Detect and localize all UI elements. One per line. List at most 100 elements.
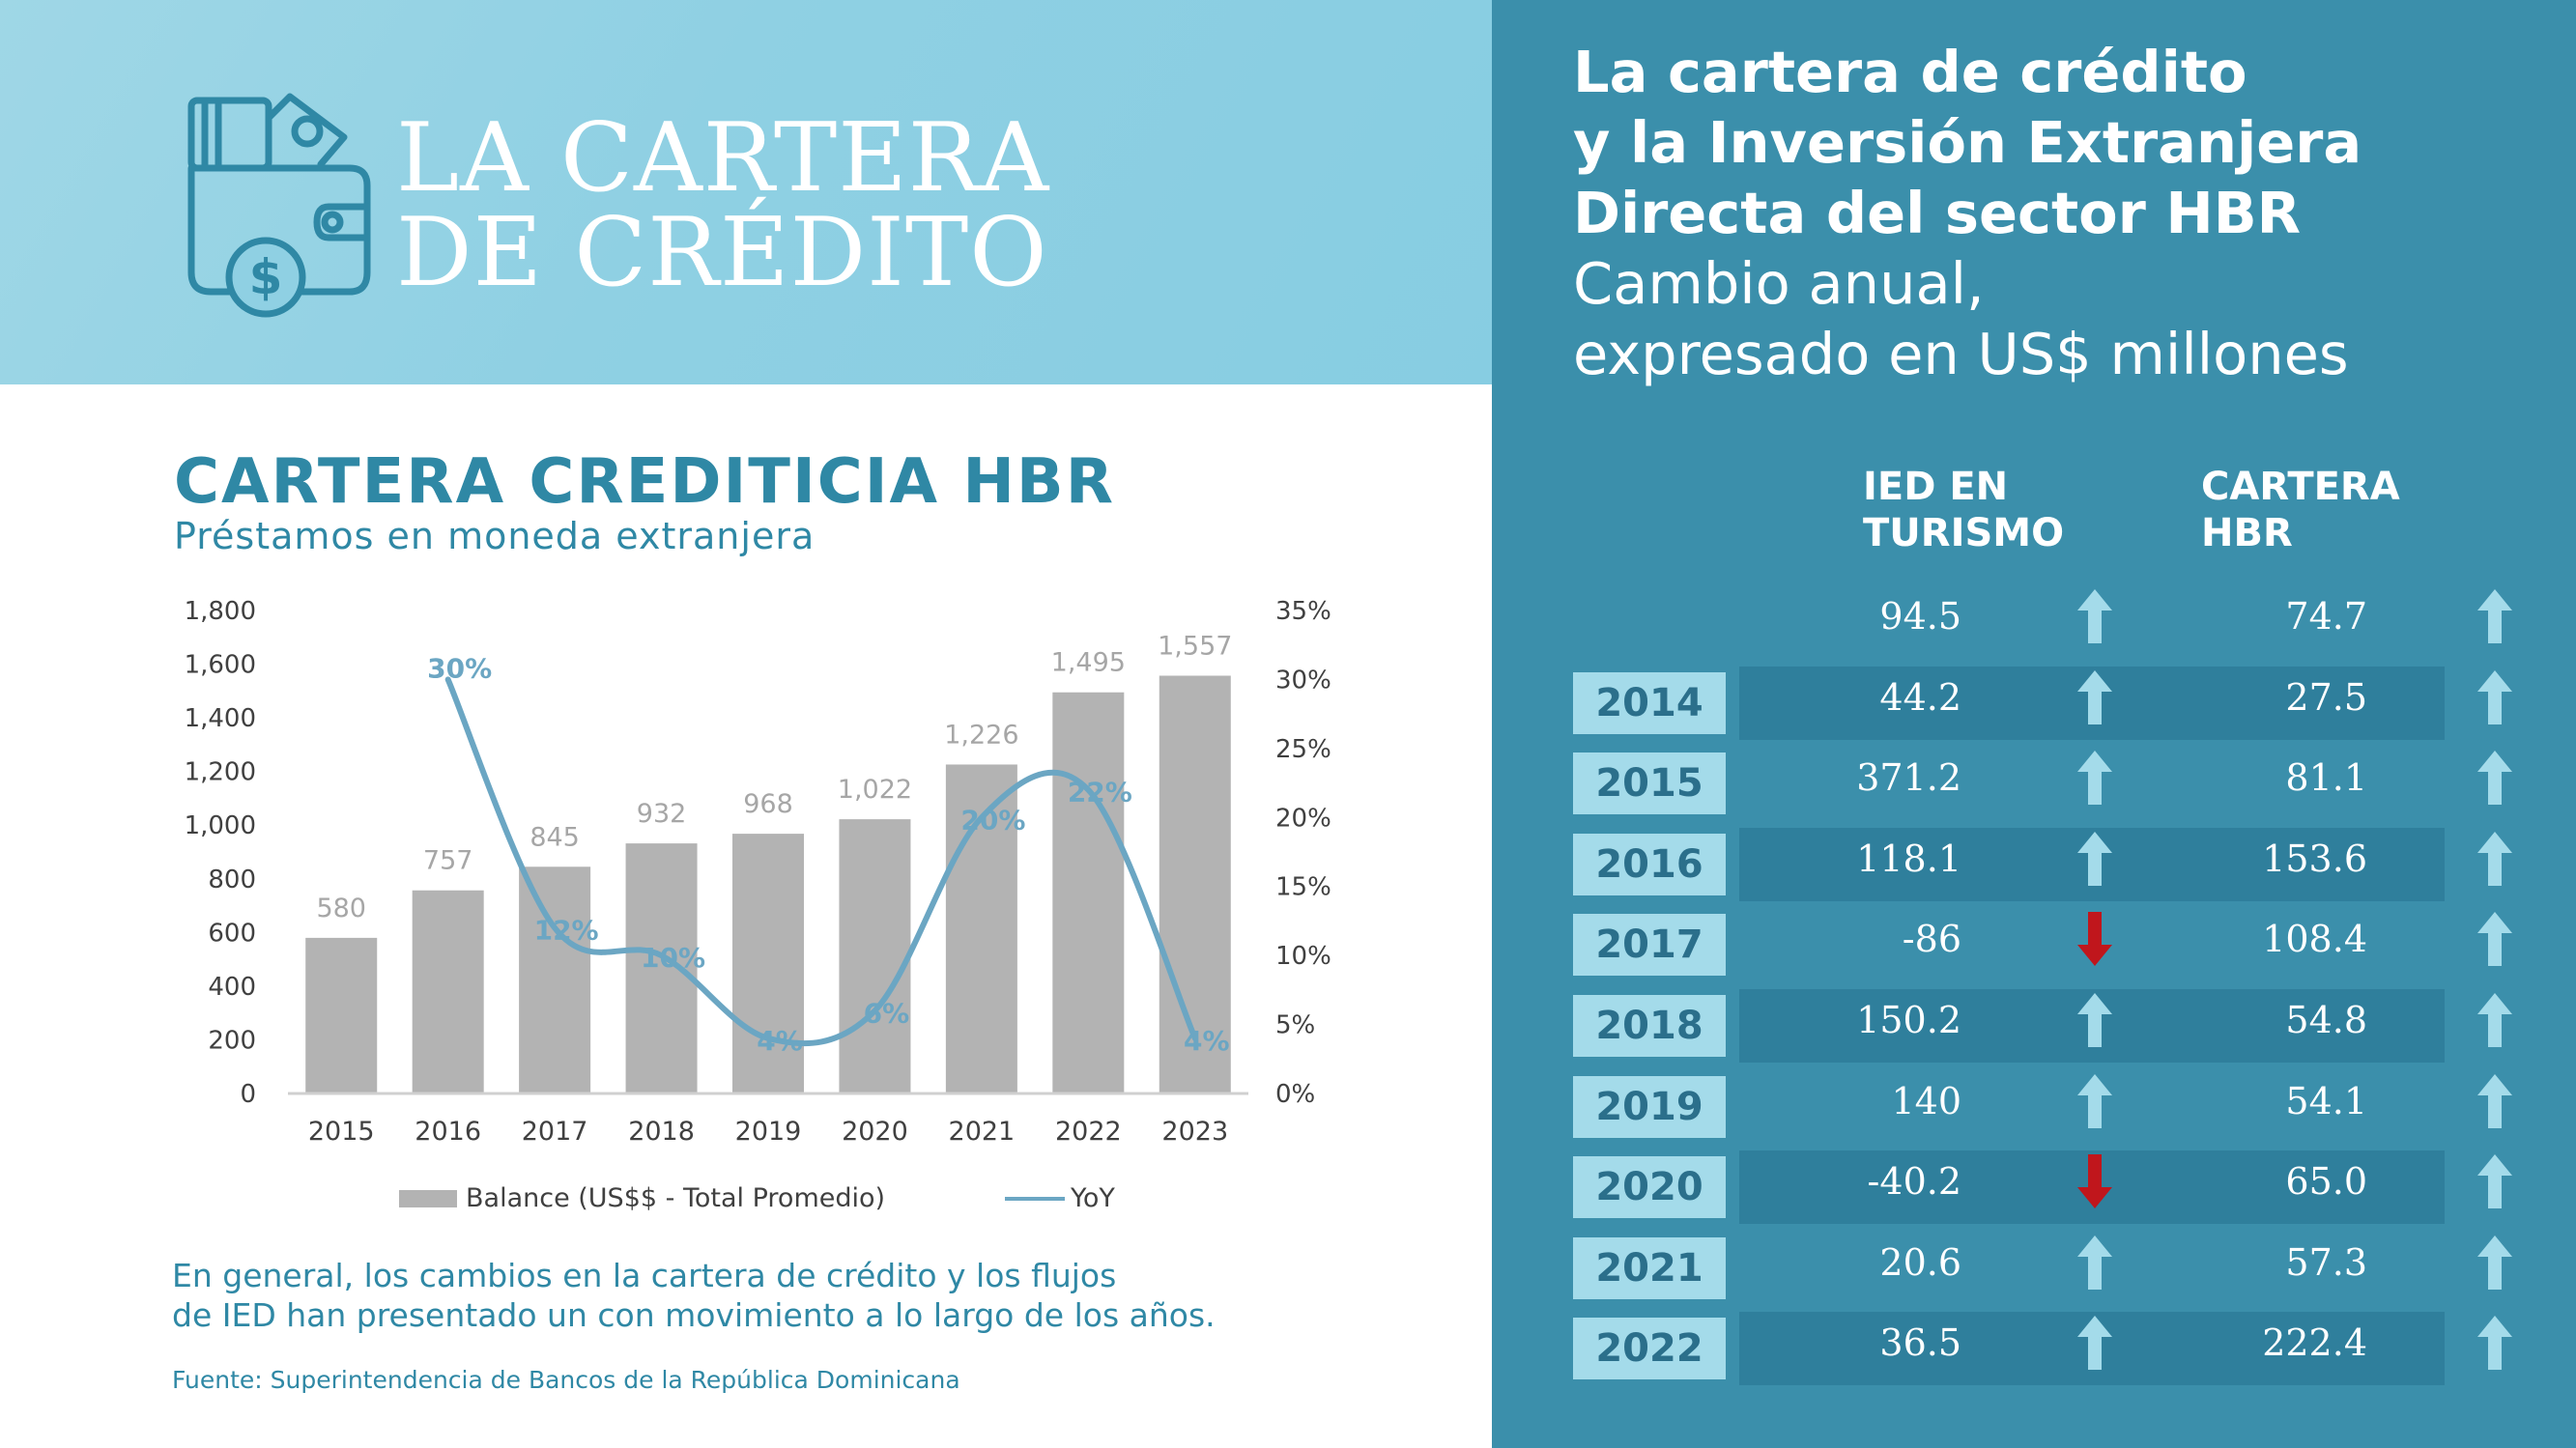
right-title-line4: Cambio anual,: [1573, 250, 1985, 317]
year-label: 2022: [1573, 1318, 1726, 1379]
arrow-up-icon: [2477, 993, 2512, 1047]
bar-data-label: 968: [743, 789, 793, 819]
right-panel-title: La cartera de crédito y la Inversión Ext…: [1573, 37, 2361, 389]
bar: [625, 843, 698, 1093]
yoy-data-label: 4%: [757, 1025, 803, 1057]
x-tick-label: 2020: [842, 1117, 908, 1147]
value-band: -40.2 65.0: [1739, 1150, 2512, 1224]
y-right-tick-label: 30%: [1275, 666, 1331, 695]
chart-subheading: Préstamos en moneda extranjera: [174, 515, 816, 557]
value-band: 118.1 153.6: [1739, 828, 2512, 901]
arrow-up-icon: [2077, 1316, 2112, 1370]
y-left-tick-label: 800: [208, 866, 256, 894]
ied-value: 140: [1891, 1080, 1961, 1122]
arrow-up-icon: [2477, 832, 2512, 886]
arrow-up-icon: [2077, 832, 2112, 886]
y-right-tick-label: 5%: [1275, 1011, 1315, 1040]
x-tick-label: 2021: [949, 1117, 1016, 1147]
cartera-value: 27.5: [2285, 676, 2367, 719]
arrow-up-icon: [2477, 589, 2512, 643]
cartera-value: 54.8: [2285, 999, 2367, 1041]
bar-data-label: 1,022: [838, 775, 912, 805]
cartera-value: 108.4: [2262, 918, 2367, 960]
commentary-line2: de IED han presentado un con movimiento …: [172, 1296, 1216, 1334]
arrow-down-icon: [2077, 912, 2112, 966]
value-band: 94.5 74.7: [1739, 585, 2512, 659]
y-left-tick-label: 1,600: [185, 651, 256, 680]
header-title-line1: LA CARTERA: [396, 103, 1050, 213]
x-tick-label: 2016: [415, 1117, 481, 1147]
yoy-data-label: 4%: [1184, 1025, 1230, 1057]
bar: [839, 819, 911, 1093]
year-label: 2019: [1573, 1076, 1726, 1138]
x-tick-label: 2023: [1161, 1117, 1228, 1147]
arrow-up-icon: [2077, 1074, 2112, 1128]
year-label: 2021: [1573, 1237, 1726, 1299]
y-left-tick-label: 0: [240, 1080, 256, 1109]
yoy-data-label: 22%: [1068, 777, 1132, 809]
legend-bar-swatch: [399, 1190, 457, 1207]
x-tick-label: 2018: [628, 1117, 695, 1147]
cartera-value: 222.4: [2262, 1321, 2367, 1364]
bar-data-label: 1,495: [1051, 648, 1126, 678]
bar-data-label: 1,226: [944, 720, 1018, 750]
header-title: LA CARTERA DE CRÉDITO: [396, 111, 1049, 300]
year-label: 2014: [1573, 672, 1726, 734]
left-header-banner: $ LA CARTERA DE CRÉDITO: [0, 0, 1492, 384]
right-panel: La cartera de crédito y la Inversión Ext…: [1492, 0, 2576, 1448]
bar-data-label: 845: [530, 822, 580, 852]
column-header-cartera-line1: CARTERA: [2201, 465, 2400, 509]
bar: [412, 890, 484, 1093]
bar-data-label: 1,557: [1158, 632, 1232, 662]
y-right-tick-label: 35%: [1275, 597, 1331, 626]
arrow-up-icon: [2477, 1316, 2512, 1370]
column-header-cartera: CARTERA HBR: [2201, 464, 2400, 556]
arrow-up-icon: [2477, 912, 2512, 966]
y-left-tick-label: 600: [208, 919, 256, 948]
arrow-up-icon: [2077, 670, 2112, 724]
wallet-icon: $: [187, 93, 371, 318]
ied-value: 44.2: [1879, 676, 1961, 719]
ied-value: 36.5: [1879, 1321, 1961, 1364]
cartera-value: 74.7: [2285, 595, 2367, 638]
bar-data-label: 580: [316, 894, 366, 923]
y-left-tick-label: 1,400: [185, 704, 256, 733]
bar: [1052, 692, 1125, 1093]
yoy-line: [444, 676, 1198, 1047]
value-band: 20.6 57.3: [1739, 1232, 2512, 1305]
arrow-up-icon: [2477, 751, 2512, 805]
right-title-line5: expresado en US$ millones: [1573, 321, 2349, 387]
ied-value: 94.5: [1879, 595, 1961, 638]
value-band: -86 108.4: [1739, 908, 2512, 981]
table-row: 2016 118.1 153.6: [1573, 828, 2512, 907]
bar: [1159, 675, 1231, 1093]
y-left-tick-label: 200: [208, 1026, 256, 1055]
arrow-up-icon: [2077, 1235, 2112, 1290]
legend-bar-label: Balance (US$$ - Total Promedio): [466, 1183, 885, 1213]
table-row: 2019 140 54.1: [1573, 1070, 2512, 1150]
x-tick-label: 2015: [308, 1117, 375, 1147]
source-note: Fuente: Superintendencia de Bancos de la…: [172, 1366, 960, 1394]
x-tick-label: 2017: [522, 1117, 588, 1147]
table-row: 2018 150.2 54.8: [1573, 989, 2512, 1068]
right-title-line3: Directa del sector HBR: [1573, 180, 2302, 246]
cartera-value: 65.0: [2285, 1160, 2367, 1203]
table-row: 2022 36.5 222.4: [1573, 1312, 2512, 1391]
yoy-data-label: 30%: [427, 652, 492, 684]
x-tick-label: 2022: [1055, 1117, 1122, 1147]
arrow-up-icon: [2477, 670, 2512, 724]
combo-chart: 0 200 400 600 800 1,000 1,200 1,400 1,600 1,800 0%…: [185, 597, 1331, 1213]
value-band: 44.2 27.5: [1739, 667, 2512, 740]
y-right-tick-label: 15%: [1275, 873, 1331, 902]
year-label: 2018: [1573, 995, 1726, 1057]
arrow-down-icon: [2077, 1154, 2112, 1208]
table-row: 2021 20.6 57.3: [1573, 1232, 2512, 1311]
table-row: 94.5 74.7: [1573, 585, 2512, 665]
commentary-text: En general, los cambios en la cartera de…: [172, 1256, 1216, 1335]
year-label: 2016: [1573, 834, 1726, 895]
arrow-up-icon: [2077, 751, 2112, 805]
bar: [732, 834, 804, 1093]
y-right-tick-label: 10%: [1275, 942, 1331, 971]
y-left-tick-label: 1,800: [185, 597, 256, 626]
ied-value: -40.2: [1867, 1160, 1961, 1203]
